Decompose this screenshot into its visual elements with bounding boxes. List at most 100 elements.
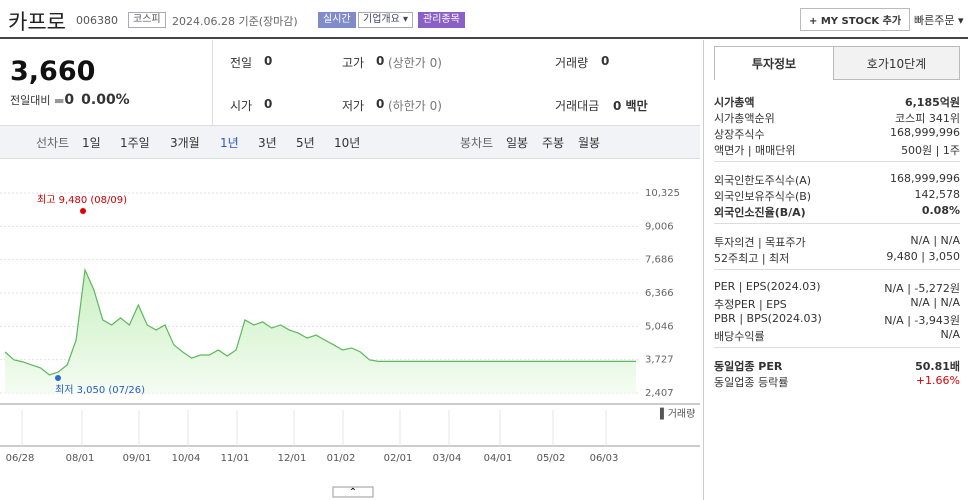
info-label: PBR | BPS(2024.03) <box>714 312 822 325</box>
info-label: 외국인소진율(B/A) <box>714 206 806 219</box>
info-row: 동일업종 PER 50.81배 <box>714 358 960 376</box>
y-tick-label: 5,046 <box>645 321 674 332</box>
info-row: PER | EPS(2024.03) N/A | -5,272원 <box>714 280 960 298</box>
info-label: 동일업종 PER <box>714 360 783 373</box>
info-label: 시가총액순위 <box>714 112 775 125</box>
mystock-button[interactable]: + MY STOCK 추가 <box>800 8 911 31</box>
x-tick-label: 06/03 <box>590 453 619 464</box>
y-tick-label: 2,407 <box>645 388 674 399</box>
period-tab[interactable]: 1일 <box>82 136 101 150</box>
x-tick-label: 09/01 <box>123 453 152 464</box>
price-area <box>5 269 636 393</box>
side-tab[interactable]: 호가10단계 <box>834 46 960 80</box>
info-row: 외국인소진율(B/A) 0.08% <box>714 204 960 222</box>
chart: ▌거래량 ⌃ 10,325 9,006 7,686 6,366 5,046 3,727 2,… <box>0 188 700 498</box>
volume-label: ▌거래량 <box>659 407 695 420</box>
info-value: N/A | N/A <box>910 234 960 247</box>
group-rule <box>714 161 960 162</box>
x-tick-label: 01/02 <box>327 453 356 464</box>
low-dot <box>55 375 61 381</box>
info-row: 투자의견 | 목표주가 N/A | N/A <box>714 234 960 252</box>
y-tick-label: 6,366 <box>645 288 674 299</box>
info-value: +1.66% <box>915 374 960 387</box>
cell-value: 0 <box>376 54 385 68</box>
period-tab[interactable]: 5년 <box>296 136 315 150</box>
high-annotation: 최고 9,480 (08/09) <box>37 194 127 206</box>
candle-tab[interactable]: 일봉 <box>506 136 529 150</box>
side-divider <box>703 40 704 500</box>
header-rule <box>0 37 968 39</box>
cell-note: (하한가 0) <box>388 99 442 113</box>
date: 2024.06.28 <box>172 15 235 28</box>
divider <box>212 40 213 125</box>
period-tab[interactable]: 1주일 <box>120 136 150 150</box>
stock-code: 006380 <box>76 14 118 27</box>
info-row: 외국인보유주식수(B) 142,578 <box>714 188 960 206</box>
x-tick-label: 12/01 <box>278 453 307 464</box>
group-rule <box>714 269 960 270</box>
group-rule <box>714 223 960 224</box>
basis: 기준(장마감) <box>238 15 298 28</box>
line-tab-label: 선차트 <box>36 136 70 150</box>
info-value: 50.81배 <box>915 360 960 373</box>
stock-name: 카프로 <box>8 10 66 34</box>
x-tick-label: 04/01 <box>484 453 513 464</box>
info-value: 500원 | 1주 <box>901 144 960 157</box>
price-line <box>4 267 636 376</box>
high-dot <box>80 208 86 214</box>
info-label: 투자의견 | 목표주가 <box>714 236 806 249</box>
date-line: 2024.06.28 기준(장마감) <box>172 13 298 29</box>
change: 0 <box>64 92 75 108</box>
info-value: N/A | -3,943원 <box>884 314 960 327</box>
info-row: 상장주식수 168,999,996 <box>714 126 960 144</box>
cell-label: 저가 <box>342 99 365 113</box>
period-tab[interactable]: 1년 <box>220 136 239 150</box>
info-label: 외국인한도주식수(A) <box>714 174 812 187</box>
collapse-button[interactable] <box>332 486 374 498</box>
x-tick-label: 11/01 <box>221 453 250 464</box>
y-tick-label: 3,727 <box>645 355 674 366</box>
managed-badge: 관리종목 <box>418 12 465 28</box>
cell-value: 0 <box>264 97 273 111</box>
side-panel: 투자정보 호가10단계 시가총액 6,185억원 시가총액순위 코스피 341위 상장주식수… <box>714 46 960 496</box>
company-label: 기업개요 <box>363 14 400 25</box>
low-annotation: 최저 3,050 (07/26) <box>55 384 145 396</box>
candle-tab[interactable]: 월봉 <box>578 136 601 150</box>
info-label: 동일업종 등락률 <box>714 376 789 389</box>
side-tab[interactable]: 투자정보 <box>714 46 834 80</box>
x-tick-label: 06/28 <box>6 453 35 464</box>
candle-tab-label: 봉차트 <box>460 136 494 150</box>
cell-label: 전일 <box>230 56 253 70</box>
market-badge: 코스피 <box>128 12 166 28</box>
candle-tab[interactable]: 주봉 <box>542 136 565 150</box>
y-tick-label: 9,006 <box>645 221 674 232</box>
quick-order[interactable]: 빠른주문 ▾ <box>914 14 964 27</box>
realtime-button[interactable]: 실시간 <box>318 12 356 28</box>
info-row: 시가총액순위 코스피 341위 <box>714 110 960 128</box>
info-label: PER | EPS(2024.03) <box>714 280 821 293</box>
flat-icon: ▬ <box>53 94 65 107</box>
info-value: 코스피 341위 <box>895 112 960 125</box>
info-value: 0.08% <box>921 204 960 217</box>
cell-label: 고가 <box>342 56 365 70</box>
period-tab[interactable]: 3개월 <box>170 136 200 150</box>
cell-label: 거래대금 <box>555 99 600 113</box>
info-row: 시가총액 6,185억원 <box>714 94 960 112</box>
volume-label-text: 거래량 <box>668 408 696 420</box>
cell-label: 거래량 <box>555 56 589 70</box>
cell-note: (상한가 0) <box>388 56 442 70</box>
cell-value: 0 <box>376 97 385 111</box>
info-value: 6,185억원 <box>904 96 960 109</box>
company-button[interactable]: 기업개요 ▾ <box>358 12 414 28</box>
x-tick-label: 02/01 <box>384 453 413 464</box>
period-tab[interactable]: 10년 <box>334 136 361 150</box>
group-rule <box>714 347 960 348</box>
info-value: N/A | N/A <box>910 296 960 309</box>
info-label: 상장주식수 <box>714 128 765 141</box>
info-row: PBR | BPS(2024.03) N/A | -3,943원 <box>714 312 960 330</box>
info-value: 168,999,996 <box>890 126 960 139</box>
info-value: 9,480 | 3,050 <box>886 250 960 263</box>
x-tick-label: 05/02 <box>537 453 566 464</box>
cell-value: 0 백만 <box>613 99 648 113</box>
period-tab[interactable]: 3년 <box>258 136 277 150</box>
